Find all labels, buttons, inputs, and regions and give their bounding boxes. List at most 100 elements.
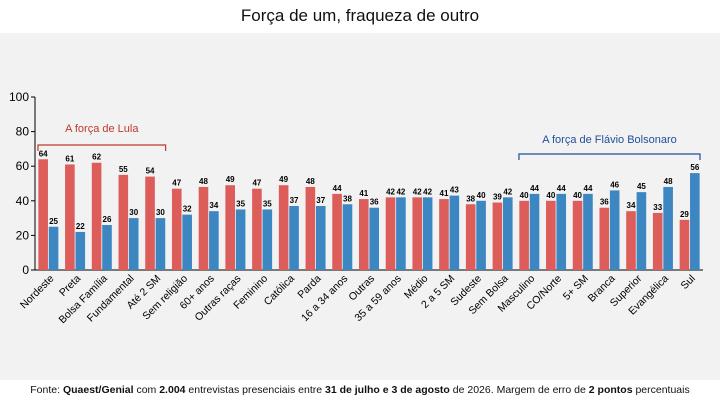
data-label: 44 bbox=[333, 184, 342, 193]
data-label: 44 bbox=[530, 184, 539, 193]
data-label: 38 bbox=[466, 194, 475, 203]
data-label: 37 bbox=[290, 196, 299, 205]
data-label: 49 bbox=[279, 175, 288, 184]
data-label: 40 bbox=[546, 191, 555, 200]
bar bbox=[128, 218, 139, 270]
data-label: 32 bbox=[183, 205, 192, 214]
annotation-label: A força de Flávio Bolsonaro bbox=[542, 134, 677, 146]
data-label: 26 bbox=[103, 215, 112, 224]
bar bbox=[118, 174, 129, 270]
bar bbox=[652, 212, 663, 270]
data-label: 35 bbox=[263, 199, 272, 208]
bar bbox=[529, 193, 540, 270]
bar bbox=[91, 162, 102, 270]
bar bbox=[546, 200, 556, 270]
data-label: 64 bbox=[39, 149, 48, 158]
bar bbox=[278, 185, 289, 270]
y-tick-label: 0 bbox=[22, 263, 29, 277]
annotation-bracket bbox=[518, 153, 701, 160]
data-label: 44 bbox=[557, 184, 566, 193]
bar bbox=[609, 190, 620, 270]
data-label: 29 bbox=[680, 210, 689, 219]
footer-text: com bbox=[133, 384, 160, 396]
bar bbox=[422, 197, 433, 270]
footer-text: percentuais bbox=[632, 384, 690, 396]
source-footer: Fonte: Quaest/Genial com 2.004 entrevist… bbox=[0, 384, 720, 396]
data-label: 47 bbox=[172, 179, 181, 188]
data-label: 46 bbox=[610, 180, 619, 189]
bar bbox=[262, 209, 273, 270]
y-tick-label: 100 bbox=[9, 90, 29, 104]
data-label: 36 bbox=[600, 198, 609, 207]
data-label: 62 bbox=[92, 153, 101, 162]
data-label: 61 bbox=[65, 154, 74, 163]
bar bbox=[252, 188, 262, 270]
bar bbox=[332, 193, 342, 270]
bar bbox=[48, 226, 59, 270]
bar bbox=[519, 200, 529, 270]
footer-text: Fonte: bbox=[30, 384, 63, 396]
chart-title: Força de um, fraqueza de outro bbox=[240, 6, 480, 25]
y-tick-label: 20 bbox=[16, 228, 30, 242]
annotation-label: A força de Lula bbox=[65, 123, 139, 135]
x-tick-label: Sul bbox=[679, 273, 698, 292]
bar bbox=[636, 192, 647, 270]
bar bbox=[305, 186, 316, 270]
bar bbox=[359, 199, 369, 270]
data-label: 43 bbox=[450, 186, 459, 195]
data-label: 34 bbox=[627, 201, 636, 210]
data-label: 56 bbox=[690, 163, 699, 172]
data-label: 30 bbox=[129, 208, 138, 217]
bar bbox=[663, 186, 673, 270]
bar bbox=[38, 159, 48, 270]
data-label: 22 bbox=[76, 222, 85, 231]
bar bbox=[225, 185, 235, 270]
bar bbox=[145, 176, 155, 270]
bar bbox=[412, 197, 423, 270]
data-label: 40 bbox=[520, 191, 529, 200]
bar bbox=[503, 197, 513, 270]
bar bbox=[182, 214, 192, 270]
bar bbox=[102, 225, 112, 270]
data-label: 44 bbox=[584, 184, 593, 193]
bar bbox=[342, 204, 353, 270]
bar bbox=[289, 205, 299, 270]
footer-source: Quaest/Genial bbox=[62, 384, 134, 396]
bar bbox=[690, 173, 700, 270]
y-tick-label: 40 bbox=[16, 194, 30, 208]
bar bbox=[626, 211, 636, 270]
data-label: 54 bbox=[146, 167, 155, 176]
footer-text: entrevistas presenciais entre bbox=[185, 384, 325, 396]
bar bbox=[369, 207, 379, 270]
data-label: 40 bbox=[477, 191, 486, 200]
bar bbox=[209, 211, 219, 270]
bar bbox=[476, 200, 486, 270]
data-label: 33 bbox=[653, 203, 662, 212]
bar bbox=[171, 188, 182, 270]
chart-panel: 0 20 40 60 80 100 64 25 Nordeste 61 22 Preta 62 26 Bol… bbox=[0, 33, 720, 380]
footer-margin: 2 pontos bbox=[588, 384, 633, 396]
data-label: 48 bbox=[199, 177, 208, 186]
bar bbox=[65, 164, 75, 270]
data-label: 37 bbox=[316, 196, 325, 205]
bar bbox=[396, 197, 406, 270]
data-label: 40 bbox=[573, 191, 582, 200]
bar bbox=[572, 200, 583, 270]
x-tick-label: Nordeste bbox=[18, 273, 57, 312]
data-label: 25 bbox=[49, 217, 58, 226]
data-label: 38 bbox=[343, 194, 352, 203]
data-label: 48 bbox=[306, 177, 315, 186]
bar bbox=[235, 209, 246, 270]
data-label: 48 bbox=[664, 177, 673, 186]
data-label: 45 bbox=[637, 182, 646, 191]
data-label: 42 bbox=[503, 187, 512, 196]
data-label: 41 bbox=[440, 189, 449, 198]
data-label: 41 bbox=[359, 189, 368, 198]
bar bbox=[679, 219, 690, 270]
bar bbox=[385, 197, 396, 270]
data-label: 34 bbox=[209, 201, 218, 210]
bar bbox=[198, 186, 209, 270]
footer-dates: 31 de julho e 3 de agosto bbox=[324, 384, 450, 396]
bar bbox=[315, 205, 326, 270]
data-label: 42 bbox=[386, 187, 395, 196]
